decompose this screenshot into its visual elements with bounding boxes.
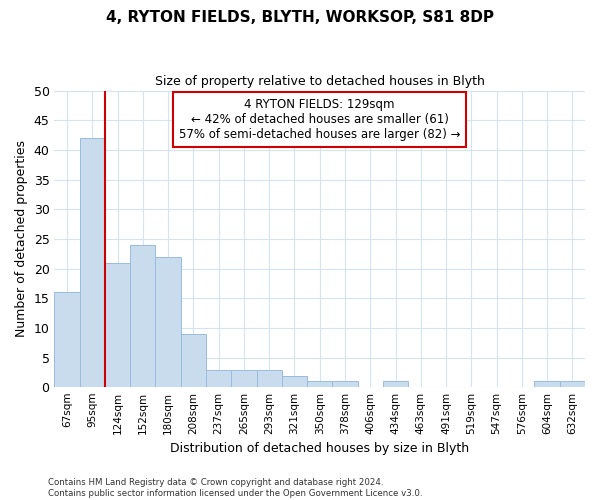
Bar — [155, 257, 181, 388]
Bar — [105, 262, 130, 388]
Bar — [181, 334, 206, 388]
Text: 4, RYTON FIELDS, BLYTH, WORKSOP, S81 8DP: 4, RYTON FIELDS, BLYTH, WORKSOP, S81 8DP — [106, 10, 494, 25]
Bar — [282, 376, 307, 388]
Bar — [55, 292, 80, 388]
Bar — [307, 382, 332, 388]
Y-axis label: Number of detached properties: Number of detached properties — [15, 140, 28, 338]
Title: Size of property relative to detached houses in Blyth: Size of property relative to detached ho… — [155, 75, 485, 88]
Bar — [130, 245, 155, 388]
Bar — [257, 370, 282, 388]
Bar — [231, 370, 257, 388]
Bar — [535, 382, 560, 388]
Bar — [206, 370, 231, 388]
Text: 4 RYTON FIELDS: 129sqm
← 42% of detached houses are smaller (61)
57% of semi-det: 4 RYTON FIELDS: 129sqm ← 42% of detached… — [179, 98, 460, 141]
Bar — [560, 382, 585, 388]
X-axis label: Distribution of detached houses by size in Blyth: Distribution of detached houses by size … — [170, 442, 469, 455]
Bar — [80, 138, 105, 388]
Bar — [332, 382, 358, 388]
Text: Contains HM Land Registry data © Crown copyright and database right 2024.
Contai: Contains HM Land Registry data © Crown c… — [48, 478, 422, 498]
Bar — [383, 382, 408, 388]
